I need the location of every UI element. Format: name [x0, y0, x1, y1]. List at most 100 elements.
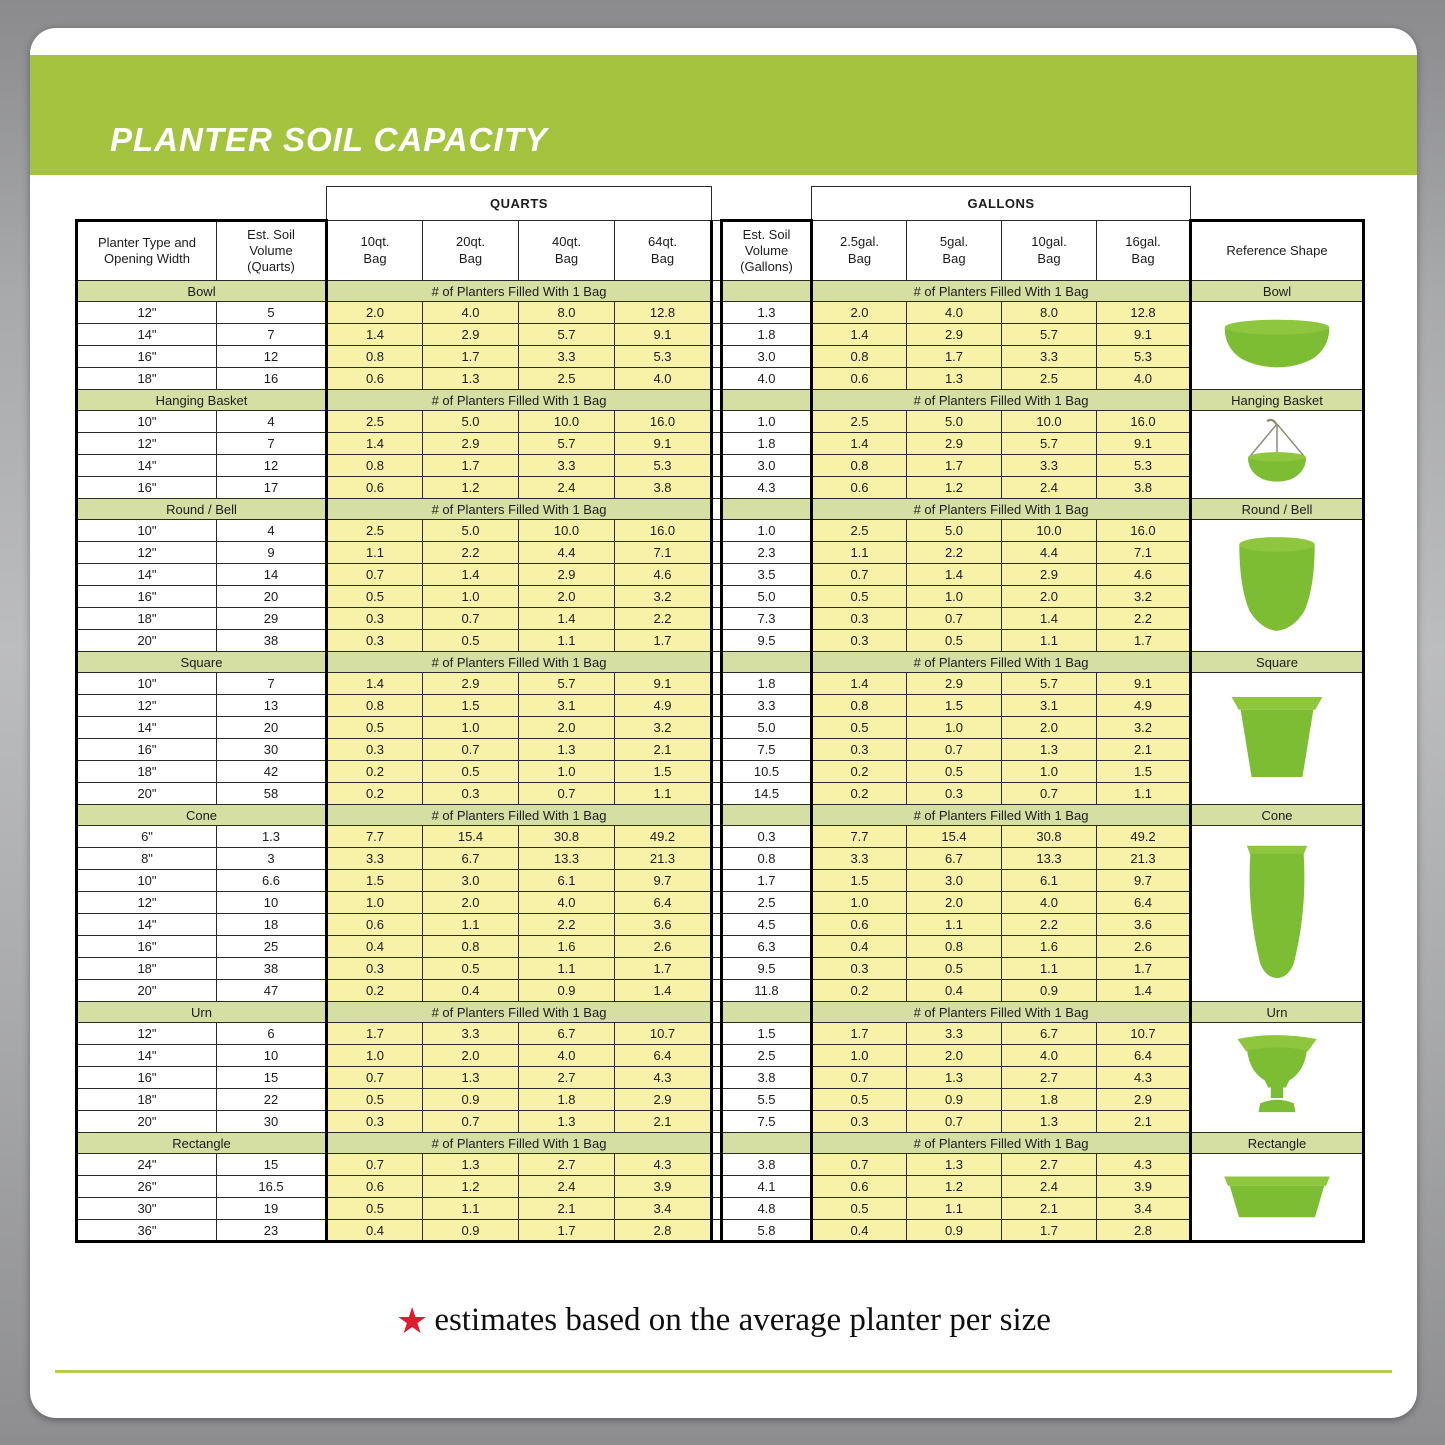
quart-bag-count-cell: 3.6 [614, 913, 713, 936]
reference-shape-cell [1189, 519, 1365, 652]
gallon-bag-header: 2.5gal. Bag [811, 220, 907, 281]
quart-bag-count-cell: 10.7 [614, 1022, 713, 1045]
quart-bag-count-cell: 1.4 [326, 323, 423, 346]
gallon-bag-count-cell: 0.8 [811, 454, 907, 477]
table-row: 18" 22 0.5 0.9 1.8 2.9 5.5 0.5 0.9 1.8 2.9 [75, 1088, 1364, 1111]
soil-volume-quarts-cell: 18 [216, 913, 328, 936]
opening-width-cell: 8" [75, 847, 217, 870]
quart-bag-count-cell: 0.8 [326, 345, 423, 368]
gallon-bag-count-cell: 0.7 [811, 1066, 907, 1089]
quart-bag-count-cell: 2.0 [326, 301, 423, 324]
gallon-bag-count-cell: 1.1 [1096, 782, 1192, 805]
quart-bag-count-cell: 2.9 [422, 323, 519, 346]
table-row: 16" 17 0.6 1.2 2.4 3.8 4.3 0.6 1.2 2.4 3.8 [75, 476, 1364, 499]
gallon-bag-count-cell: 0.7 [1001, 782, 1097, 805]
gallon-bag-count-cell: 3.3 [906, 1022, 1002, 1045]
table-row: 14" 18 0.6 1.1 2.2 3.6 4.5 0.6 1.1 2.2 3.6 [75, 913, 1364, 936]
quart-bag-count-cell: 1.0 [326, 1044, 423, 1067]
gallon-bag-count-cell: 1.3 [906, 1153, 1002, 1176]
gallon-bag-count-cell: 2.2 [1001, 913, 1097, 936]
band-label-cell: # of Planters Filled With 1 Bag [811, 389, 1192, 411]
divider-line [55, 1370, 1392, 1373]
table-row: 20" 30 0.3 0.7 1.3 2.1 7.5 0.3 0.7 1.3 2.1 [75, 1110, 1364, 1133]
soil-volume-gallons-cell: 0.8 [720, 847, 813, 870]
column-gap [711, 432, 722, 455]
column-gap [711, 410, 722, 433]
soil-volume-quarts-cell: 25 [216, 935, 328, 958]
opening-width-cell: 16" [75, 935, 217, 958]
soil-volume-gallons-cell: 9.5 [720, 629, 813, 652]
quart-bag-count-cell: 4.4 [518, 541, 615, 564]
group-header-row: QUARTS GALLONS [77, 186, 1364, 221]
soil-volume-gallons-cell: 3.3 [720, 694, 813, 717]
gallon-bag-count-cell: 2.1 [1096, 738, 1192, 761]
opening-width-cell: 14" [75, 454, 217, 477]
quart-bag-count-cell: 2.2 [614, 607, 713, 630]
gallon-bag-header: 5gal. Bag [906, 220, 1002, 281]
gallon-bag-count-cell: 10.7 [1096, 1022, 1192, 1045]
gallon-bag-count-cell: 2.9 [906, 672, 1002, 695]
band-empty-cell [720, 389, 813, 411]
soil-volume-gallons-cell: 4.3 [720, 476, 813, 499]
opening-width-cell: 18" [75, 607, 217, 630]
column-gap [711, 957, 722, 980]
soil-volume-gallons-cell: 1.8 [720, 323, 813, 346]
gallon-bag-count-cell: 4.0 [1001, 891, 1097, 914]
opening-width-cell: 12" [75, 432, 217, 455]
quart-bag-count-cell: 5.7 [518, 672, 615, 695]
soil-volume-quarts-cell: 17 [216, 476, 328, 499]
band-label-cell: # of Planters Filled With 1 Bag [811, 498, 1192, 520]
gallon-bag-count-cell: 1.2 [906, 476, 1002, 499]
top-gap-cell [1191, 187, 1364, 221]
quart-bag-count-cell: 0.6 [326, 913, 423, 936]
column-gap [711, 519, 722, 542]
opening-width-cell: 16" [75, 1066, 217, 1089]
top-gap-cell [77, 187, 327, 221]
quart-bag-count-cell: 10.0 [518, 410, 615, 433]
gallon-bag-count-cell: 1.4 [1001, 607, 1097, 630]
soil-volume-quarts-cell: 7 [216, 672, 328, 695]
gallon-bag-count-cell: 1.4 [1096, 979, 1192, 1002]
soil-volume-gallons-cell: 1.0 [720, 410, 813, 433]
gallon-bag-count-cell: 2.9 [906, 323, 1002, 346]
soil-volume-gallons-cell: 1.7 [720, 869, 813, 892]
soil-volume-gallons-cell: 1.3 [720, 301, 813, 324]
gallon-bag-count-cell: 49.2 [1096, 825, 1192, 848]
column-gap [711, 1088, 722, 1111]
column-gap [711, 585, 722, 608]
quart-bag-count-cell: 0.6 [326, 1175, 423, 1198]
gallon-bag-count-cell: 2.7 [1001, 1153, 1097, 1176]
quart-bag-count-cell: 1.1 [518, 957, 615, 980]
planter-type-header: Planter Type and Opening Width [75, 219, 217, 281]
column-gap [711, 476, 722, 499]
opening-width-cell: 20" [75, 629, 217, 652]
quart-bag-count-cell: 15.4 [422, 825, 519, 848]
quart-bag-count-cell: 2.0 [518, 585, 615, 608]
quart-bag-count-cell: 0.3 [326, 629, 423, 652]
quart-bag-count-cell: 4.3 [614, 1066, 713, 1089]
soil-volume-gallons-cell: 1.0 [720, 519, 813, 542]
gallon-bag-count-cell: 1.3 [906, 367, 1002, 390]
soil-volume-gallons-cell: 4.1 [720, 1175, 813, 1198]
quart-bag-count-cell: 2.9 [422, 432, 519, 455]
quarts-group-header: QUARTS [326, 186, 712, 221]
quart-bag-count-cell: 0.7 [422, 607, 519, 630]
gallon-bag-count-cell: 1.0 [906, 716, 1002, 739]
gallon-bag-count-cell: 0.3 [811, 1110, 907, 1133]
gallon-bag-count-cell: 3.3 [1001, 345, 1097, 368]
quart-bag-count-cell: 1.7 [326, 1022, 423, 1045]
gallon-bag-count-cell: 9.1 [1096, 672, 1192, 695]
quart-bag-count-cell: 1.4 [614, 979, 713, 1002]
quart-bag-count-cell: 9.1 [614, 323, 713, 346]
soil-volume-gallons-header: Est. Soil Volume (Gallons) [720, 219, 813, 281]
column-gap [711, 1022, 722, 1045]
table-row: 14" 10 1.0 2.0 4.0 6.4 2.5 1.0 2.0 4.0 6.4 [75, 1044, 1364, 1067]
soil-volume-quarts-cell: 9 [216, 541, 328, 564]
soil-volume-gallons-cell: 0.3 [720, 825, 813, 848]
column-gap [711, 563, 722, 586]
gallon-bag-count-cell: 1.4 [906, 563, 1002, 586]
table-row: 16" 30 0.3 0.7 1.3 2.1 7.5 0.3 0.7 1.3 2.1 [75, 738, 1364, 761]
soil-volume-quarts-cell: 15 [216, 1066, 328, 1089]
soil-volume-quarts-cell: 13 [216, 694, 328, 717]
quart-bag-count-cell: 4.9 [614, 694, 713, 717]
